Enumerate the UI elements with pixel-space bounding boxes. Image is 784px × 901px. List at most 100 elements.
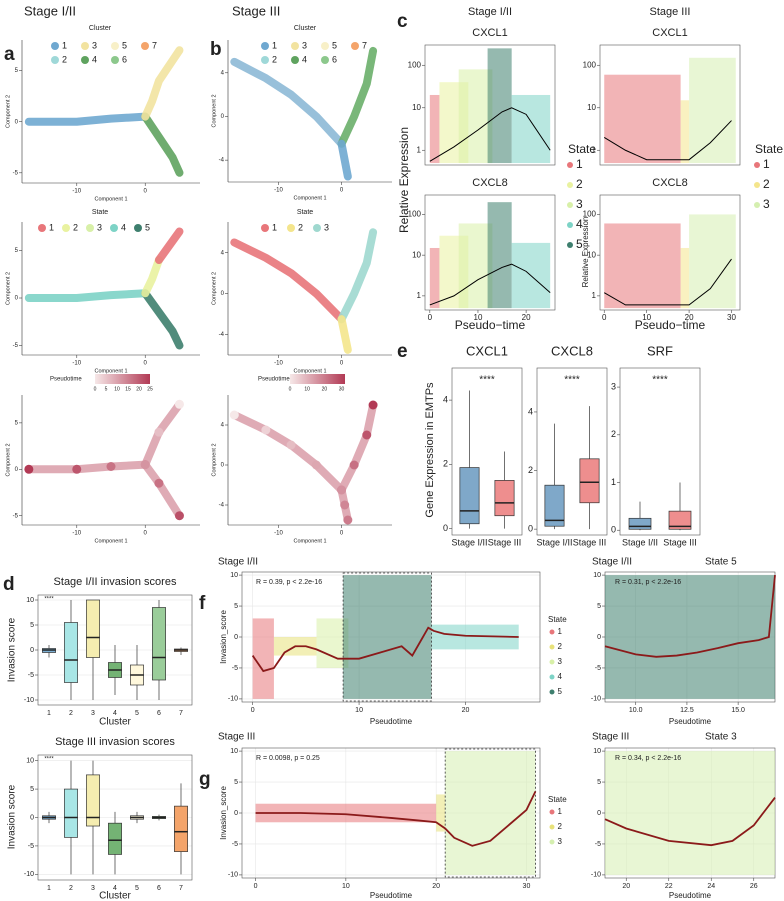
y-tick-label: 10 bbox=[593, 572, 601, 579]
pseudotime-point bbox=[106, 462, 116, 471]
x-tick-label: Stage III bbox=[663, 537, 697, 547]
pseudotime-point bbox=[261, 425, 271, 435]
point-cloud bbox=[429, 94, 440, 164]
pseudotime-point bbox=[340, 500, 350, 510]
y-tick-label: 0 bbox=[15, 296, 19, 302]
x-axis-label: Component 1 bbox=[293, 195, 326, 201]
legend-label: 3 bbox=[97, 222, 102, 232]
y-tick-label: 0 bbox=[30, 647, 34, 654]
x-tick-label: 10.0 bbox=[629, 707, 643, 714]
panel-letter: d bbox=[3, 574, 15, 595]
legend-swatch bbox=[141, 42, 149, 50]
fit-curve bbox=[255, 790, 537, 847]
legend-title: State bbox=[548, 795, 567, 804]
x-tick-label: 30 bbox=[727, 313, 736, 322]
y-tick-label: 5 bbox=[30, 786, 34, 793]
panel-letter: e bbox=[397, 341, 408, 362]
x-tick-label: 12.5 bbox=[680, 707, 694, 714]
x-tick-label: Stage III bbox=[573, 537, 607, 547]
box bbox=[86, 774, 100, 827]
chart-subtitle: CXCL8 bbox=[472, 177, 507, 189]
branch bbox=[230, 57, 346, 148]
y-tick-label: 2 bbox=[611, 429, 616, 439]
legend-title: State bbox=[548, 615, 567, 624]
legend-swatch bbox=[549, 809, 555, 815]
box bbox=[152, 607, 166, 681]
legend-label: 1 bbox=[272, 222, 277, 232]
legend-label: 5 bbox=[145, 222, 150, 232]
point-cloud bbox=[458, 223, 493, 309]
legend-swatch bbox=[321, 56, 329, 64]
x-tick-label: -10 bbox=[274, 188, 283, 194]
y-tick-label: 4 bbox=[221, 423, 225, 429]
legend-label: 6 bbox=[332, 54, 337, 64]
legend-label: 3 bbox=[324, 222, 329, 232]
legend-label: 1 bbox=[558, 627, 563, 636]
branch bbox=[337, 401, 378, 494]
y-tick-label: 0 bbox=[234, 634, 238, 641]
legend-swatch bbox=[287, 224, 295, 232]
branch bbox=[24, 289, 150, 302]
significance: **** bbox=[479, 375, 495, 386]
y-tick-label: 2 bbox=[528, 465, 533, 475]
y-axis-label: Gene Expression in EMTPs bbox=[424, 382, 436, 518]
x-axis-label: Cluster bbox=[99, 717, 131, 728]
y-axis-label: Invasion score bbox=[7, 784, 18, 849]
point-cloud bbox=[445, 751, 536, 875]
panel-letter: c bbox=[397, 11, 408, 32]
y-tick-label: -10 bbox=[591, 872, 601, 879]
branch bbox=[24, 460, 150, 474]
legend-title: State bbox=[297, 209, 313, 216]
colorbar-tick-label: 5 bbox=[105, 386, 108, 392]
point-cloud bbox=[605, 751, 775, 875]
x-axis-label: Pseudo−time bbox=[635, 318, 706, 332]
y-tick-label: -5 bbox=[28, 843, 34, 850]
y-tick-label: 0 bbox=[528, 524, 533, 534]
legend-label: 3 bbox=[558, 837, 563, 846]
plot-frame bbox=[451, 367, 523, 536]
x-axis-label: Cluster bbox=[99, 891, 131, 901]
box bbox=[579, 458, 600, 504]
y-axis-label: Relative Expression bbox=[397, 127, 411, 233]
legend-swatch bbox=[313, 224, 321, 232]
legend-swatch bbox=[134, 224, 142, 232]
legend-swatch bbox=[754, 182, 760, 188]
x-tick-label: 20 bbox=[622, 883, 630, 890]
plot-frame bbox=[536, 367, 608, 536]
colorbar bbox=[290, 374, 345, 384]
x-tick-label: 6 bbox=[157, 710, 161, 717]
y-tick-label: 4 bbox=[443, 394, 448, 404]
x-tick-label: 30 bbox=[523, 883, 531, 890]
chart-title: CXCL8 bbox=[551, 343, 593, 358]
y-tick-label: 0 bbox=[597, 810, 601, 817]
y-tick-label: 10 bbox=[230, 572, 238, 579]
colorbar-tick-label: 30 bbox=[339, 386, 345, 392]
y-tick-label: 10 bbox=[412, 103, 421, 112]
y-tick-label: 1 bbox=[592, 145, 597, 154]
colorbar-tick-label: 25 bbox=[147, 386, 153, 392]
x-tick-label: 24 bbox=[707, 883, 715, 890]
legend-label: 2 bbox=[73, 222, 78, 232]
legend-label: 3 bbox=[302, 40, 307, 50]
point-cloud bbox=[605, 575, 775, 699]
legend-swatch bbox=[51, 56, 59, 64]
x-tick-label: 20 bbox=[432, 883, 440, 890]
y-tick-label: 10 bbox=[412, 250, 421, 259]
branch bbox=[230, 411, 346, 494]
box bbox=[668, 510, 692, 530]
y-tick-label: 0 bbox=[234, 810, 238, 817]
x-tick-label: 0 bbox=[144, 189, 148, 195]
x-tick-label: 3 bbox=[91, 710, 95, 717]
y-tick-label: 10 bbox=[587, 103, 596, 112]
fit-curve bbox=[604, 796, 776, 847]
plot-frame bbox=[619, 367, 701, 536]
y-tick-label: 10 bbox=[587, 250, 596, 259]
legend-swatch bbox=[111, 42, 119, 50]
pseudotime-point bbox=[311, 460, 321, 470]
legend-swatch bbox=[549, 659, 555, 665]
y-axis-label: Invasion_score bbox=[219, 610, 228, 664]
y-tick-label: 0 bbox=[15, 467, 19, 473]
x-tick-label: 0 bbox=[602, 313, 607, 322]
colorbar-tick-label: 10 bbox=[304, 386, 310, 392]
x-tick-label: 0 bbox=[254, 883, 258, 890]
